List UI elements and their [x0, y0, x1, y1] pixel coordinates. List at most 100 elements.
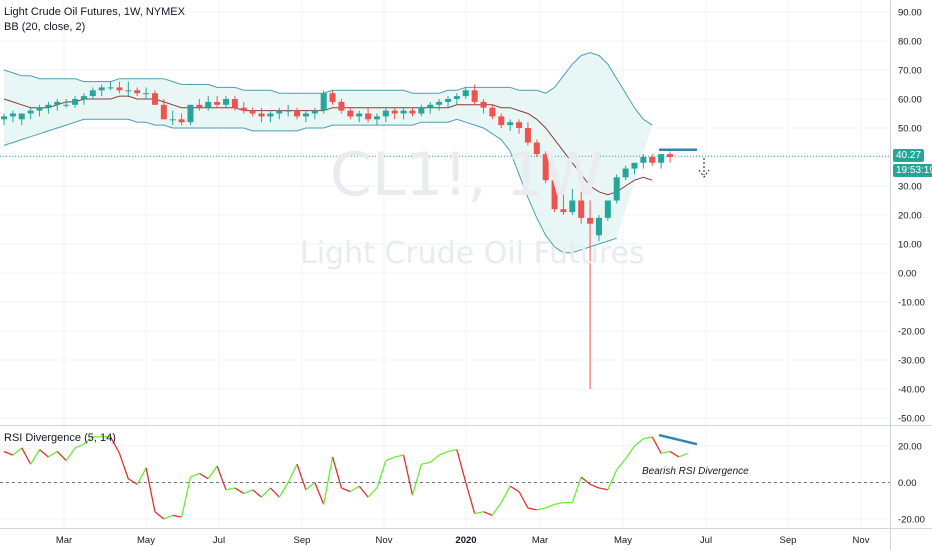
candle	[223, 99, 229, 105]
candles	[1, 81, 673, 389]
candle	[98, 87, 105, 91]
rsi-segment	[145, 467, 156, 512]
candle	[72, 99, 79, 105]
rsi-segment	[305, 481, 316, 491]
candle	[445, 99, 451, 102]
rsi-segment	[500, 485, 511, 503]
candle	[276, 110, 283, 114]
candle	[80, 96, 87, 99]
candle	[18, 113, 25, 120]
rsi-segment	[56, 451, 67, 462]
candle	[365, 113, 372, 120]
candle	[480, 101, 487, 108]
candle	[134, 90, 141, 94]
rsi-segment	[21, 447, 32, 465]
candle	[143, 93, 150, 95]
rsi-axis-label: 0.00	[898, 478, 917, 489]
rsi-segment	[199, 472, 209, 480]
rsi-segment	[625, 445, 636, 460]
candle	[36, 107, 43, 111]
candle	[258, 113, 265, 117]
rsi-segment	[349, 485, 360, 493]
candle	[1, 116, 7, 120]
price-axis-label: -40.00	[898, 385, 925, 396]
rsi-segment	[287, 463, 298, 483]
rsi-segment	[172, 514, 182, 518]
rsi-segment	[83, 436, 94, 445]
candle	[613, 177, 620, 201]
rsi-segment	[163, 514, 173, 520]
candle	[249, 110, 256, 114]
candle	[622, 168, 629, 178]
candle	[409, 110, 416, 114]
price-axis-label: 70.00	[898, 66, 922, 77]
candle	[187, 104, 194, 123]
rsi-segment	[411, 464, 422, 496]
candle	[373, 116, 380, 120]
price-axis-label: -20.00	[898, 327, 925, 338]
candle	[214, 101, 221, 105]
rsi-segment	[74, 443, 85, 449]
candle	[125, 90, 132, 92]
candle	[89, 90, 96, 97]
candle	[462, 90, 469, 97]
down-arrow-icon	[698, 158, 710, 178]
time-axis-label: Sep	[780, 535, 797, 546]
rsi-segment	[331, 456, 343, 489]
rsi-segment	[438, 450, 449, 456]
candle	[347, 110, 354, 117]
candle	[569, 200, 576, 213]
bar-countdown-tag: 19:53:19	[893, 164, 932, 177]
rsi-segment	[269, 487, 280, 498]
rsi-segment	[518, 491, 529, 509]
rsi-segment	[190, 472, 200, 478]
rsi-segment	[402, 454, 414, 496]
candle	[169, 119, 176, 121]
candle	[294, 110, 301, 117]
price-grid	[0, 0, 890, 528]
rsi-segment	[30, 449, 41, 465]
rsi-segment	[376, 460, 387, 489]
rsi-segment	[554, 501, 564, 506]
rsi-segment	[358, 485, 369, 498]
candle	[356, 113, 363, 117]
candle	[578, 200, 585, 218]
candle	[533, 142, 540, 155]
price-axis-label: 50.00	[898, 124, 922, 135]
time-axis-label: Sep	[294, 535, 311, 546]
rsi-segment	[39, 449, 49, 458]
rsi-indicator-label[interactable]: RSI Divergence (5, 14)	[4, 432, 116, 444]
rsi-segment	[180, 476, 192, 518]
rsi-segment	[447, 449, 458, 453]
candle	[658, 154, 665, 163]
price-axis-label: 30.00	[898, 182, 922, 193]
chart-title: Light Crude Oil Futures, 1W, NYMEX	[4, 6, 185, 18]
rsi-segment	[456, 449, 467, 483]
candle	[587, 217, 594, 224]
rsi-axis-label: 20.00	[898, 442, 922, 453]
bb-indicator-label[interactable]: BB (20, close, 2)	[4, 21, 86, 33]
candle	[302, 113, 309, 117]
rsi-segment	[634, 438, 644, 447]
rsi-segment	[225, 487, 236, 491]
rsi-segment	[243, 489, 253, 495]
candle	[507, 122, 514, 126]
rsi-segment	[527, 507, 537, 511]
price-axis-label: 60.00	[898, 95, 922, 106]
rsi-segment	[207, 465, 218, 480]
time-axis-label: 2020	[455, 535, 476, 546]
price-axis-label: -10.00	[898, 298, 925, 309]
watermark-name: Light Crude Oil Futures	[300, 236, 645, 271]
price-axis-label: 20.00	[898, 211, 922, 222]
time-axis-label: Mar	[532, 535, 548, 546]
rsi-segment	[589, 483, 600, 489]
rsi-segment	[252, 489, 262, 498]
candle	[400, 110, 407, 114]
candle	[542, 154, 549, 181]
candle	[267, 113, 274, 117]
rsi-segment	[278, 482, 289, 498]
price-axis-label: -30.00	[898, 356, 925, 367]
candle	[160, 104, 167, 120]
rsi-segment	[385, 456, 395, 462]
